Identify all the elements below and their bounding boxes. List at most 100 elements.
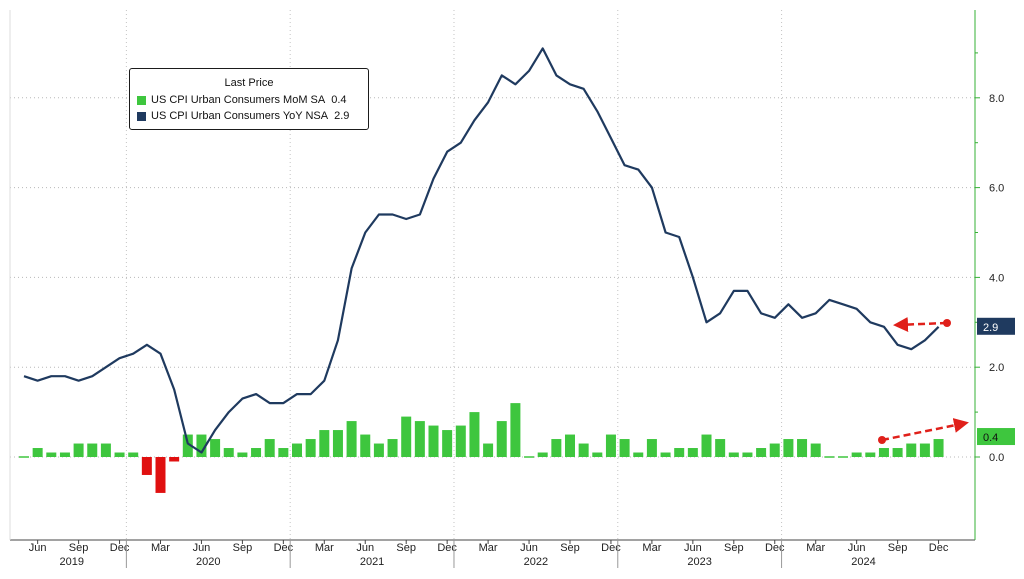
x-tick-label: Jun bbox=[684, 542, 702, 554]
mom-bar bbox=[933, 439, 944, 457]
mom-bar bbox=[455, 425, 466, 457]
mom-bars bbox=[19, 403, 944, 493]
y-tick-label: 6.0 bbox=[989, 183, 1004, 195]
mom-bar bbox=[128, 452, 139, 457]
mom-bar bbox=[46, 452, 57, 457]
annotations: 2.9 0.4 bbox=[878, 317, 1015, 446]
mom-bar bbox=[373, 443, 384, 457]
x-tick-label: Jun bbox=[356, 542, 374, 554]
last-value-mom-bg bbox=[977, 428, 1015, 446]
mom-annotation-arrow bbox=[878, 418, 969, 444]
mom-bar bbox=[619, 439, 630, 457]
mom-bar bbox=[919, 443, 930, 457]
x-year-label: 2023 bbox=[687, 556, 711, 568]
mom-bar bbox=[237, 452, 248, 457]
last-value-yoy-bg bbox=[977, 317, 1015, 335]
mom-bar bbox=[524, 456, 535, 458]
legend-swatch-yoy bbox=[137, 111, 146, 121]
x-tick-label: Sep bbox=[560, 542, 580, 554]
x-tick-label: Dec bbox=[274, 542, 294, 554]
mom-bar bbox=[605, 434, 616, 457]
x-tick-label: Sep bbox=[233, 542, 253, 554]
x-tick-label: Mar bbox=[479, 542, 498, 554]
last-value-yoy-text: 2.9 bbox=[983, 322, 998, 334]
mom-bar bbox=[414, 421, 425, 457]
mom-bar bbox=[769, 443, 780, 457]
mom-bar bbox=[851, 452, 862, 457]
mom-bar bbox=[865, 452, 876, 457]
mom-bar bbox=[551, 439, 562, 457]
x-tick-label: Dec bbox=[110, 542, 130, 554]
mom-bar bbox=[87, 443, 98, 457]
mom-bar bbox=[756, 448, 767, 457]
mom-bar bbox=[892, 448, 903, 457]
mom-bar bbox=[346, 421, 357, 457]
axes bbox=[9, 10, 976, 541]
legend-value-yoy: 2.9 bbox=[334, 110, 350, 122]
x-year-label: 2022 bbox=[524, 556, 548, 568]
x-year-label: 2024 bbox=[851, 556, 875, 568]
gridlines bbox=[10, 10, 975, 540]
x-tick-label: Dec bbox=[437, 542, 457, 554]
x-tick-label: Sep bbox=[69, 542, 89, 554]
mom-bar bbox=[305, 439, 316, 457]
mom-bar bbox=[210, 439, 221, 457]
x-tick-label: Mar bbox=[315, 542, 334, 554]
x-tick-label: Mar bbox=[806, 542, 825, 554]
mom-bar bbox=[824, 456, 835, 458]
mom-bar bbox=[442, 430, 453, 457]
last-value-mom: 0.4 bbox=[977, 428, 1015, 446]
x-tick-label: Jun bbox=[193, 542, 211, 554]
legend-value-mom: 0.4 bbox=[331, 94, 347, 106]
x-tick-label: Sep bbox=[396, 542, 416, 554]
mom-bar bbox=[783, 439, 794, 457]
x-tick-label: Mar bbox=[642, 542, 661, 554]
mom-bar bbox=[319, 430, 330, 457]
mom-bar bbox=[32, 448, 43, 457]
mom-bar bbox=[401, 416, 412, 457]
mom-bar bbox=[114, 452, 125, 457]
mom-bar bbox=[278, 448, 289, 457]
x-tick-label: Dec bbox=[765, 542, 785, 554]
y-tick-label: 0.0 bbox=[989, 452, 1004, 464]
mom-bar bbox=[906, 443, 917, 457]
mom-bar bbox=[810, 443, 821, 457]
mom-bar bbox=[633, 452, 644, 457]
mom-bar bbox=[196, 434, 207, 457]
x-tick-label: Jun bbox=[29, 542, 47, 554]
yoy-annotation-arrow bbox=[893, 317, 951, 333]
mom-bar bbox=[264, 439, 275, 457]
yoy-line bbox=[23, 47, 940, 454]
legend-label-yoy: US CPI Urban Consumers YoY NSA bbox=[151, 110, 329, 122]
y-tick-label: 8.0 bbox=[989, 93, 1004, 105]
last-value-mom-text: 0.4 bbox=[983, 432, 998, 444]
legend-swatch-mom bbox=[137, 95, 146, 105]
mom-bar bbox=[469, 412, 480, 457]
mom-bar bbox=[838, 456, 848, 458]
legend-entry-mom: US CPI Urban Consumers MoM SA 0.4 bbox=[130, 92, 368, 108]
x-tick-label: Sep bbox=[888, 542, 908, 554]
mom-bar bbox=[674, 448, 685, 457]
mom-bar bbox=[510, 403, 521, 457]
mom-bar bbox=[182, 434, 193, 457]
x-tick-label: Jun bbox=[848, 542, 866, 554]
legend: Last Price US CPI Urban Consumers MoM SA… bbox=[129, 68, 369, 130]
mom-bar bbox=[292, 443, 302, 457]
y-tick-label: 4.0 bbox=[989, 272, 1004, 284]
x-tick-label: Dec bbox=[601, 542, 621, 554]
y-axis-ticks: 0.0 2.0 4.0 6.0 8.0 bbox=[975, 52, 1004, 464]
mom-bar bbox=[360, 434, 371, 457]
x-year-label: 2020 bbox=[196, 556, 220, 568]
mom-bar bbox=[428, 425, 439, 457]
x-axis-ticks: Jun Sep Dec Mar Jun Sep Dec Mar Jun Sep Dec Mar Jun S… bbox=[29, 540, 949, 568]
mom-bar bbox=[73, 443, 84, 457]
x-tick-label: Sep bbox=[724, 542, 744, 554]
mom-bar bbox=[660, 452, 671, 457]
legend-title: Last Price bbox=[224, 77, 274, 89]
mom-bar bbox=[742, 452, 753, 457]
mom-bar bbox=[332, 430, 343, 457]
mom-bar bbox=[223, 448, 234, 457]
x-tick-label: Dec bbox=[929, 542, 949, 554]
x-tick-label: Mar bbox=[151, 542, 170, 554]
